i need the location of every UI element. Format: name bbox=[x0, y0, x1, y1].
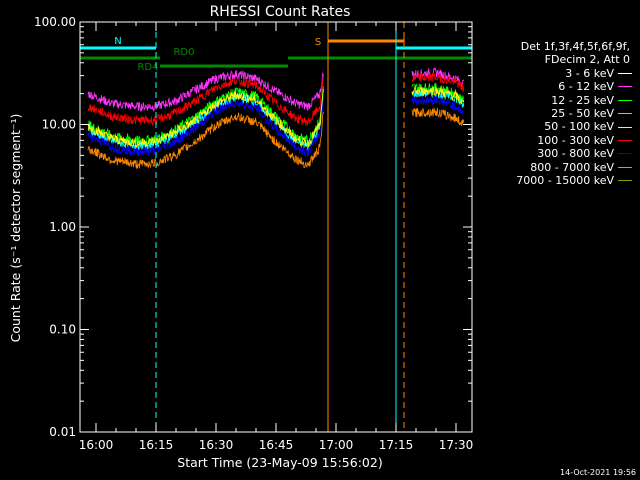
y-tick-label: 0.10 bbox=[49, 323, 76, 337]
annotation-layer: N S RD0 RD4 bbox=[80, 36, 472, 73]
legend-swatch bbox=[618, 153, 632, 155]
series-line bbox=[87, 111, 324, 170]
legend-swatch bbox=[618, 86, 632, 88]
series-line bbox=[87, 76, 325, 135]
series-line bbox=[87, 88, 325, 149]
legend-item: 7000 - 15000 keV bbox=[478, 174, 636, 187]
series-line bbox=[411, 88, 465, 108]
y-tick-label: 100.00 bbox=[34, 15, 76, 29]
x-tick-label: 17:15 bbox=[379, 438, 414, 452]
y-tick-label: 1.00 bbox=[49, 220, 76, 234]
y-tick-label: 10.00 bbox=[42, 118, 76, 132]
series-line bbox=[411, 95, 464, 115]
series-line bbox=[87, 70, 325, 113]
legend-swatch bbox=[618, 73, 632, 75]
series-line bbox=[411, 72, 465, 92]
legend-item: 50 - 100 keV bbox=[478, 120, 636, 133]
legend-item-label: 800 - 7000 keV bbox=[530, 160, 614, 174]
legend-item-label: 25 - 50 keV bbox=[551, 107, 614, 121]
legend-swatch bbox=[618, 166, 632, 168]
x-tick-label: 16:15 bbox=[139, 438, 174, 452]
legend-swatch bbox=[618, 180, 632, 182]
annotation-label: RD0 bbox=[173, 47, 194, 58]
x-tick-label: 17:00 bbox=[319, 438, 354, 452]
legend-header-line-2: FDecim 2, Att 0 bbox=[544, 53, 630, 67]
series-line bbox=[87, 94, 325, 158]
legend-swatch bbox=[618, 99, 632, 101]
legend-item-label: 300 - 800 keV bbox=[537, 147, 614, 161]
legend-swatch bbox=[618, 113, 632, 115]
legend-swatch bbox=[618, 140, 632, 142]
x-tick-label: 16:45 bbox=[259, 438, 294, 452]
legend-item-label: 7000 - 15000 keV bbox=[516, 174, 614, 188]
legend-item-label: 100 - 300 keV bbox=[537, 133, 614, 147]
legend-item-label: 50 - 100 keV bbox=[544, 120, 614, 134]
legend-header-line-1: Det 1f,3f,4f,5f,6f,9f, bbox=[520, 40, 630, 53]
x-tick-label: 17:30 bbox=[439, 438, 474, 452]
legend-item: 800 - 7000 keV bbox=[478, 161, 636, 174]
y-tick-label: 0.01 bbox=[49, 425, 76, 439]
legend-item: 25 - 50 keV bbox=[478, 107, 636, 120]
y-axis-label: Count Rate (s⁻¹ detector segment⁻¹) bbox=[8, 114, 23, 343]
legend-item: 100 - 300 keV bbox=[478, 134, 636, 147]
x-tick-label: 16:00 bbox=[79, 438, 114, 452]
annotation-label: N bbox=[114, 36, 121, 47]
legend-swatch bbox=[618, 126, 632, 128]
annotation-label: RD4 bbox=[137, 62, 158, 73]
series-line bbox=[411, 85, 465, 104]
legend-item: 3 - 6 keV bbox=[478, 67, 636, 80]
axes: 0.01 0.10 1.00 10.00 100.00 16:00 16:15 16:30 16… bbox=[34, 15, 473, 452]
footer-timestamp: 14-Oct-2021 19:56 bbox=[560, 468, 636, 477]
legend-item-label: 6 - 12 keV bbox=[558, 80, 614, 94]
legend: Det 1f,3f,4f,5f,6f,9f, FDecim 2, Att 0 3… bbox=[478, 40, 636, 187]
legend-item-label: 3 - 6 keV bbox=[565, 66, 614, 80]
annotation-label: S bbox=[315, 37, 321, 48]
series-layer bbox=[87, 67, 465, 170]
x-axis-label: Start Time (23-May-09 15:56:02) bbox=[177, 455, 382, 470]
legend-item: 300 - 800 keV bbox=[478, 147, 636, 160]
series-line bbox=[87, 74, 325, 127]
legend-item-label: 12 - 25 keV bbox=[551, 93, 614, 107]
series-line bbox=[87, 85, 325, 145]
x-tick-label: 16:30 bbox=[199, 438, 234, 452]
series-line bbox=[411, 107, 465, 127]
chart-title: RHESSI Count Rates bbox=[210, 4, 351, 20]
legend-item: 12 - 25 keV bbox=[478, 94, 636, 107]
legend-item: 6 - 12 keV bbox=[478, 80, 636, 93]
